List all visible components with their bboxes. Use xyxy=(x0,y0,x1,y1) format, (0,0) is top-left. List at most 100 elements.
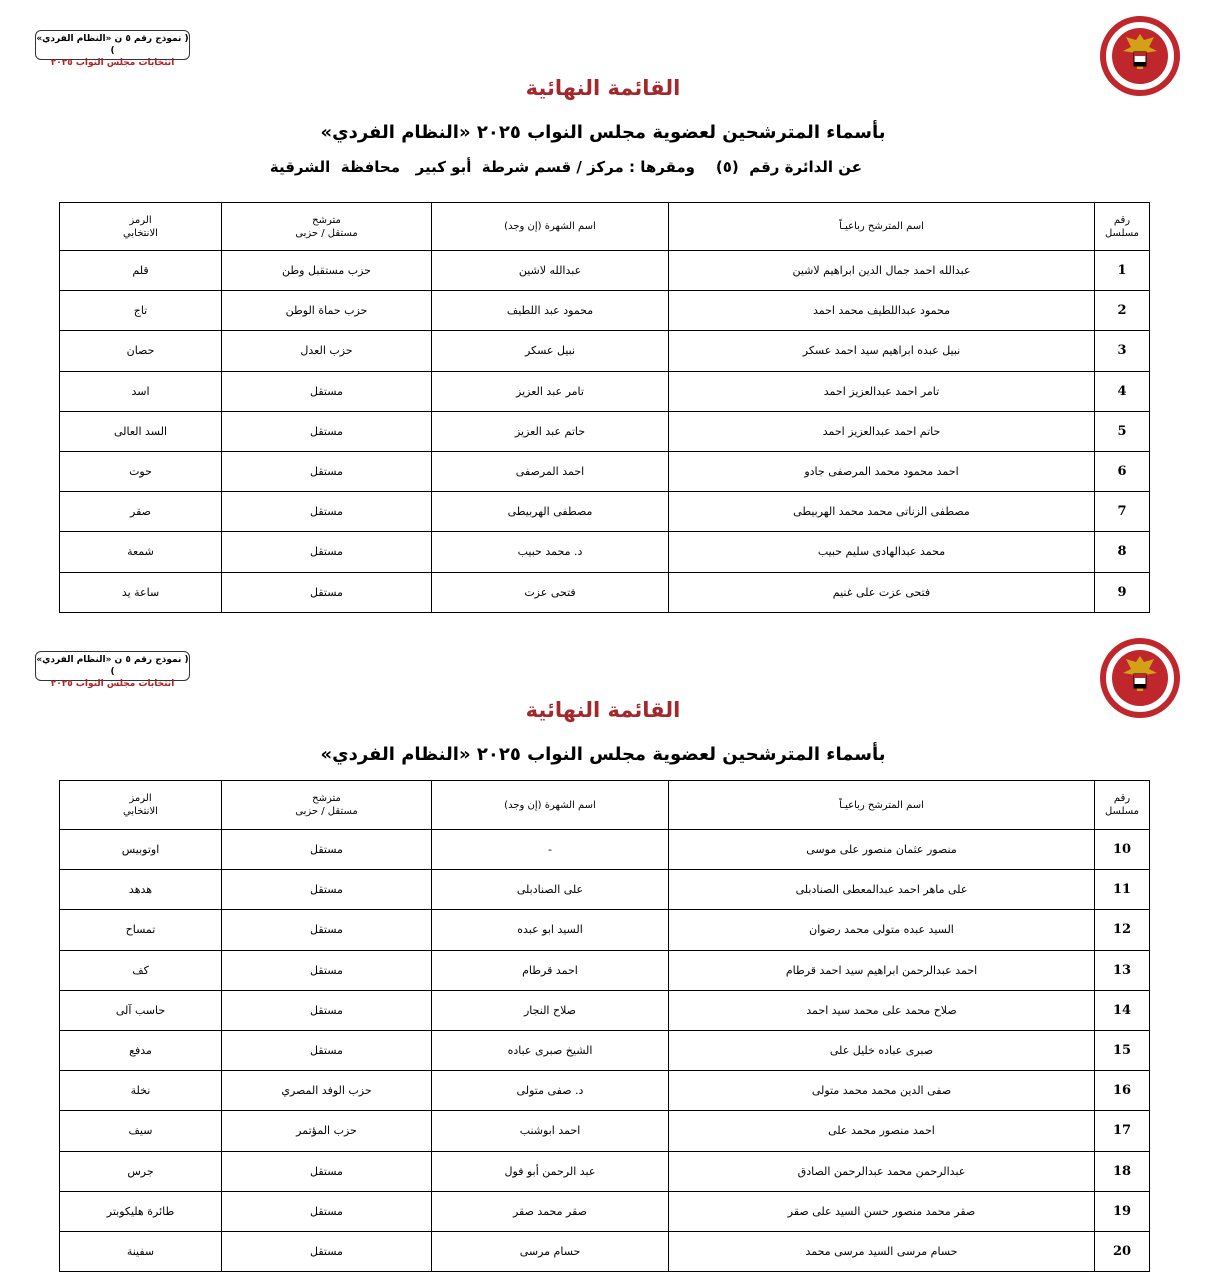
type-cell: حزب حماة الوطن xyxy=(221,290,432,332)
type-cell: مستقل xyxy=(221,410,432,452)
candidates-table-2: رقم مسلسل اسم المترشح رباعيـاً اسم الشهرة… xyxy=(59,780,1150,1273)
serial-cell: 19 xyxy=(1094,1190,1150,1232)
table-row: 20 حسام مرسى السيد مرسى محمد حسام مرسى مستق… xyxy=(59,1230,1150,1273)
symbol-cell: قلم xyxy=(59,249,222,292)
nickname-cell: على الصنادبلى xyxy=(431,869,669,911)
table-row: 17 احمد منصور محمد على احمد ابوشنب حزب المؤ… xyxy=(59,1110,1150,1152)
election-label: انتخابات مجلس النواب ٢٠٢٥ xyxy=(50,679,175,689)
nickname-cell: مصطفى الهربيطى xyxy=(431,491,669,533)
table-row: 7 مصطفى الزناتى محمد محمد الهربيطى مصطفى ا… xyxy=(59,491,1150,533)
election-authority-logo xyxy=(1100,638,1180,718)
type-cell: حزب المؤتمر xyxy=(221,1110,432,1152)
serial-cell: 6 xyxy=(1094,450,1150,493)
serial-cell: 3 xyxy=(1094,330,1150,372)
symbol-cell: جرس xyxy=(59,1150,222,1192)
name-cell: السيد عبده متولى محمد رضوان xyxy=(668,909,1095,951)
candidates-table-1: رقم مسلسل اسم المترشح رباعيـاً اسم الشهرة… xyxy=(59,202,1150,613)
table-row: 1 عبدالله احمد جمال الدين ابراهيم لاشين عب… xyxy=(59,249,1150,292)
type-cell: مستقل xyxy=(221,1190,432,1232)
table-row: 19 صقر محمد منصور حسن السيد على صقر صقر مح… xyxy=(59,1190,1150,1232)
symbol-cell: اوتوبيس xyxy=(59,828,222,871)
table-header-row: رقم مسلسل اسم المترشح رباعيـاً اسم الشهرة… xyxy=(59,780,1150,830)
serial-cell: 4 xyxy=(1094,370,1150,412)
symbol-cell: حوت xyxy=(59,450,222,493)
header-type-line1: مترشح xyxy=(312,214,341,226)
district-info: عن الدائرة رقم (٥) ومقرها : مركز / قسم ش… xyxy=(269,158,862,176)
name-cell: صفى الدين محمد محمد متولى xyxy=(668,1070,1095,1112)
election-authority-logo xyxy=(1100,16,1180,96)
page-title: القائمة النهائية xyxy=(525,698,681,722)
nickname-cell: السيد ابو عبده xyxy=(431,909,669,951)
header-serial-line1: رقم xyxy=(1113,793,1131,804)
nickname-cell: صقر محمد صقر xyxy=(431,1190,669,1232)
serial-cell: 1 xyxy=(1094,249,1150,292)
symbol-cell: تمساح xyxy=(59,909,222,951)
nickname-cell: د. محمد حبيب xyxy=(431,531,669,573)
election-label: انتخابات مجلس النواب ٢٠٢٥ xyxy=(50,58,175,68)
nickname-cell: الشيخ صبرى عباده xyxy=(431,1029,669,1072)
form-number-box: ( نموذج رقم ٥ ن «النظام الفردي» ) انتخاب… xyxy=(35,651,190,689)
nickname-cell: عبد الرحمن أبو فول xyxy=(431,1150,669,1192)
type-cell: مستقل xyxy=(221,909,432,951)
header-nickname: اسم الشهرة (إن وجد) xyxy=(431,780,669,830)
nickname-cell: عبدالله لاشين xyxy=(431,249,669,292)
symbol-cell: شمعة xyxy=(59,531,222,573)
header-serial-line2: مسلسل xyxy=(1104,806,1140,817)
name-cell: احمد محمود محمد المرصفى جادو xyxy=(668,450,1095,493)
table-row: 12 السيد عبده متولى محمد رضوان السيد ابو ع… xyxy=(59,909,1150,951)
nickname-cell: تامر عبد العزيز xyxy=(431,370,669,412)
name-cell: نبيل عبده ابراهيم سيد احمد عسكر xyxy=(668,330,1095,372)
serial-cell: 8 xyxy=(1094,531,1150,573)
header-type-line2: مستقل / حزبى xyxy=(295,806,358,817)
symbol-cell: السد العالى xyxy=(59,410,222,452)
name-cell: حسام مرسى السيد مرسى محمد xyxy=(668,1230,1095,1273)
nickname-cell: محمود عبد اللطيف xyxy=(431,290,669,332)
type-cell: مستقل xyxy=(221,949,432,991)
symbol-cell: نخلة xyxy=(59,1070,222,1112)
symbol-cell: اسد xyxy=(59,370,222,412)
symbol-cell: حاسب آلى xyxy=(59,989,222,1031)
table-row: 5 حاتم احمد عبدالعزيز احمد حاتم عبد العزيز… xyxy=(59,410,1150,452)
nickname-cell: فتحى عزت xyxy=(431,571,669,613)
name-cell: فتحى عزت على غنيم xyxy=(668,571,1095,613)
serial-cell: 18 xyxy=(1094,1150,1150,1192)
table-header-row: رقم مسلسل اسم المترشح رباعيـاً اسم الشهرة… xyxy=(59,202,1150,251)
type-cell: مستقل xyxy=(221,869,432,911)
nickname-cell: حاتم عبد العزيز xyxy=(431,410,669,452)
header-name: اسم المترشح رباعيـاً xyxy=(668,202,1095,251)
header-type-line2: مستقل / حزبى xyxy=(295,227,358,239)
name-cell: صلاح محمد على محمد سيد احمد xyxy=(668,989,1095,1031)
nickname-cell: احمد المرصفى xyxy=(431,450,669,493)
serial-cell: 2 xyxy=(1094,290,1150,332)
type-cell: مستقل xyxy=(221,1029,432,1072)
symbol-cell: طائرة هليكوبتر xyxy=(59,1190,222,1232)
serial-cell: 14 xyxy=(1094,989,1150,1031)
header-name: اسم المترشح رباعيـاً xyxy=(668,780,1095,830)
form-number-label: ( نموذج رقم ٥ ن «النظام الفردي» ) xyxy=(36,34,189,56)
nickname-cell: احمد ابوشنب xyxy=(431,1110,669,1152)
header-symbol-line1: الرمز xyxy=(129,214,152,226)
serial-cell: 16 xyxy=(1094,1070,1150,1112)
table-row: 15 صبرى عباده خليل على الشيخ صبرى عباده مست… xyxy=(59,1029,1150,1072)
name-cell: عبدالرحمن محمد عبدالرحمن الصادق xyxy=(668,1150,1095,1192)
name-cell: منصور عثمان منصور على موسى xyxy=(668,828,1095,871)
form-number-label: ( نموذج رقم ٥ ن «النظام الفردي» ) xyxy=(36,655,189,677)
serial-cell: 7 xyxy=(1094,491,1150,533)
name-cell: تامر احمد عبدالعزيز احمد xyxy=(668,370,1095,412)
header-type: مترشح مستقل / حزبى xyxy=(221,780,432,830)
header-serial-line2: مسلسل xyxy=(1104,227,1140,239)
table-row: 9 فتحى عزت على غنيم فتحى عزت مستقل ساعة يد xyxy=(59,571,1150,613)
table-row: 6 احمد محمود محمد المرصفى جادو احمد المرصف… xyxy=(59,450,1150,493)
symbol-cell: صقر xyxy=(59,491,222,533)
type-cell: مستقل xyxy=(221,1150,432,1192)
nickname-cell: - xyxy=(431,828,669,871)
header-type-line1: مترشح xyxy=(312,793,341,804)
table-row: 10 منصور عثمان منصور على موسى - مستقل اوتوبي… xyxy=(59,828,1150,871)
symbol-cell: كف xyxy=(59,949,222,991)
symbol-cell: ساعة يد xyxy=(59,571,222,613)
type-cell: مستقل xyxy=(221,571,432,613)
serial-cell: 13 xyxy=(1094,949,1150,991)
type-cell: مستقل xyxy=(221,450,432,493)
serial-cell: 5 xyxy=(1094,410,1150,452)
name-cell: احمد منصور محمد على xyxy=(668,1110,1095,1152)
